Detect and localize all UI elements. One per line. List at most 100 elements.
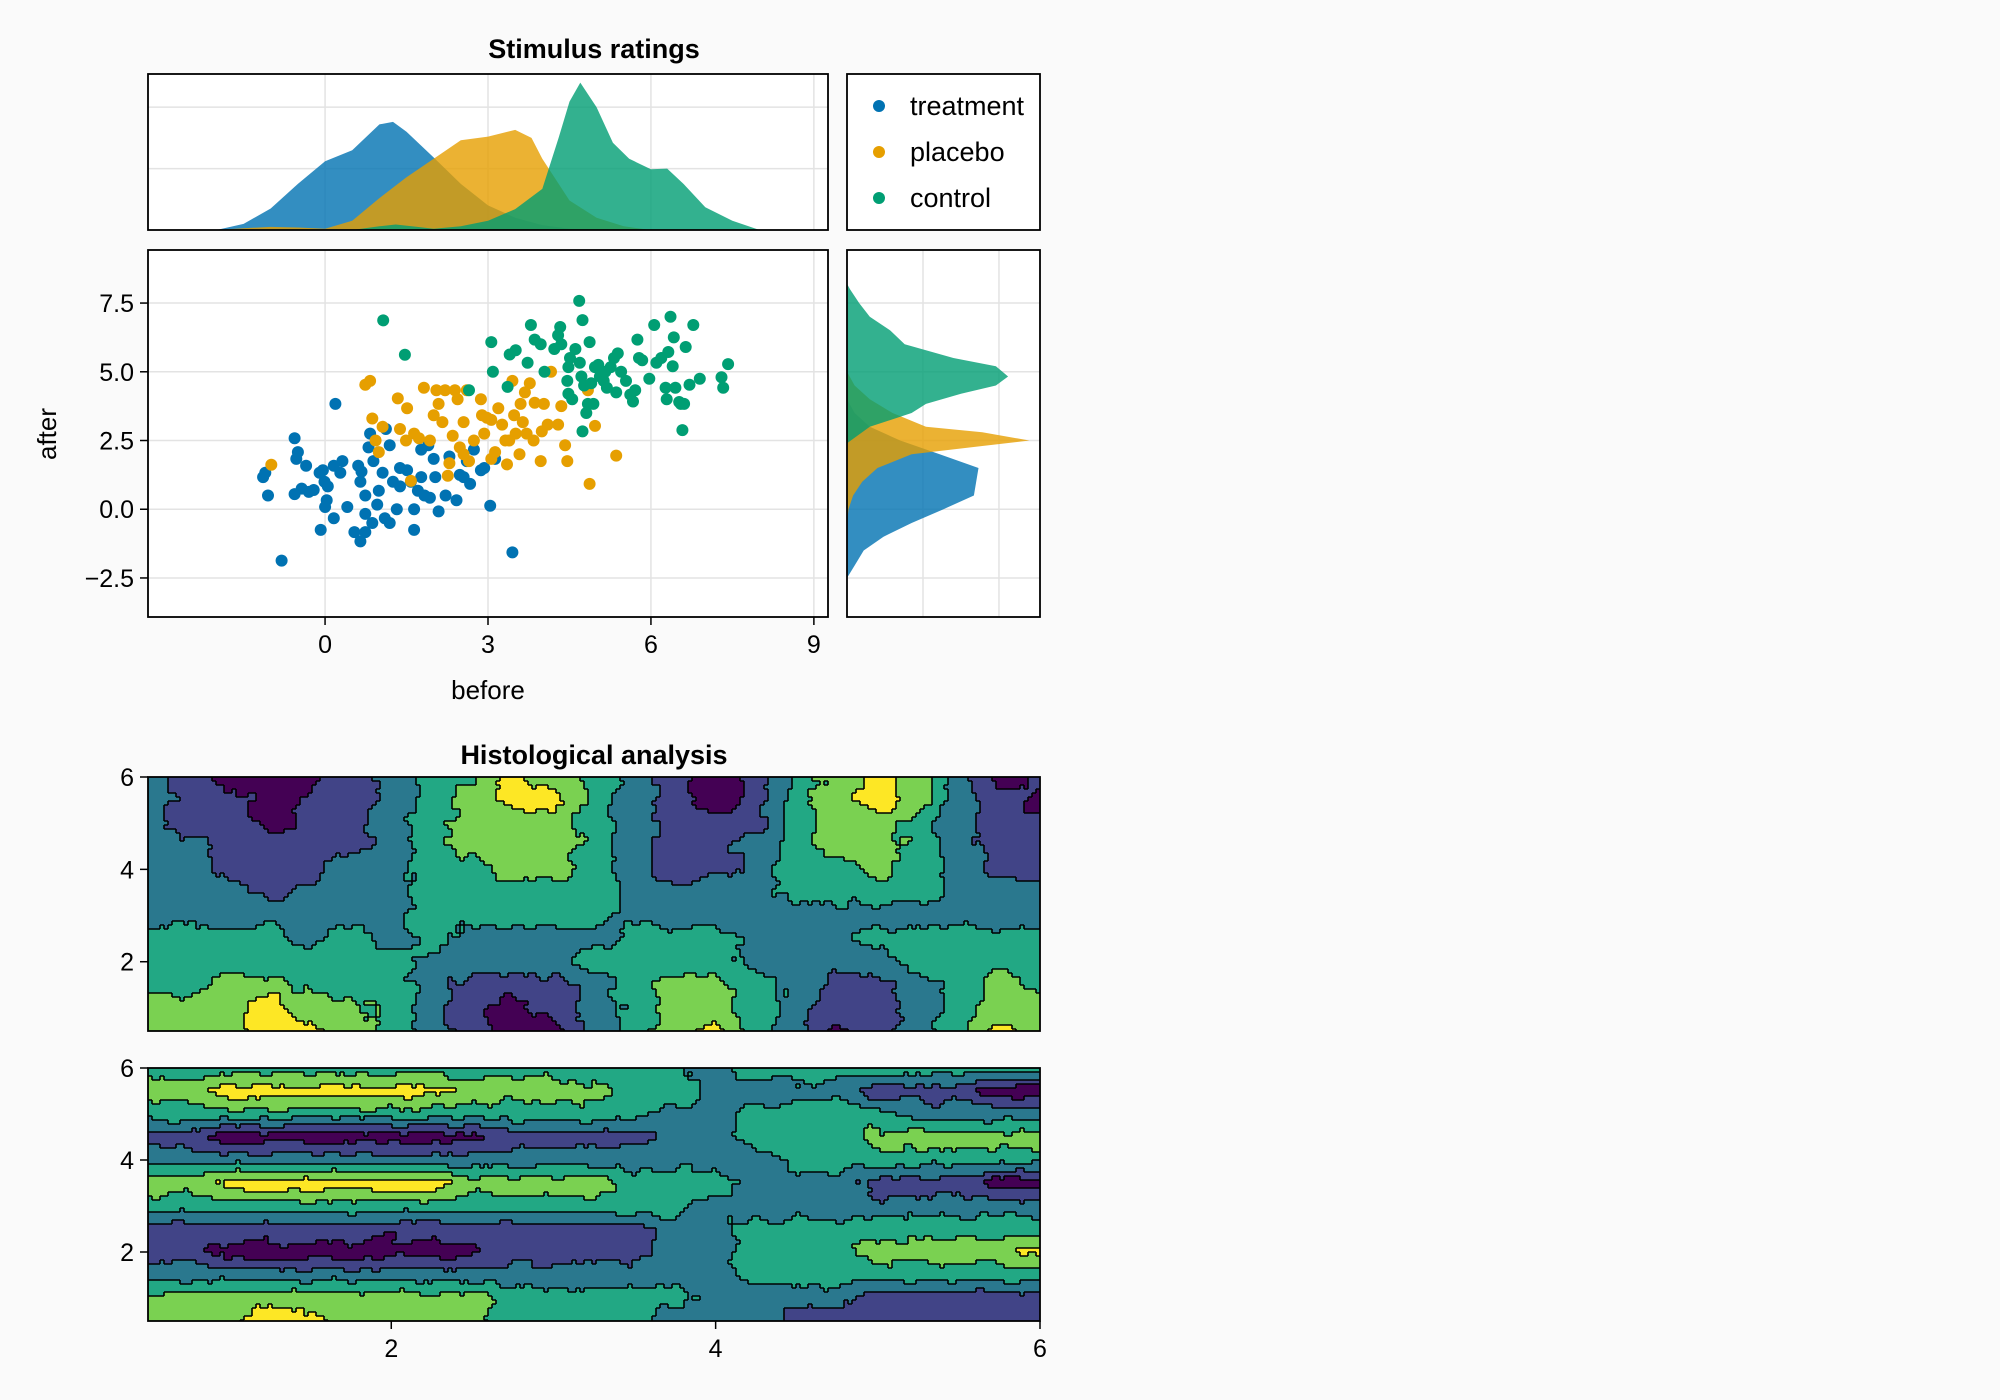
contour-level-4-region bbox=[908, 1240, 1041, 1245]
contour-level-2-region bbox=[656, 1232, 733, 1237]
scatter-point-placebo bbox=[432, 397, 445, 410]
contour-level-3-region bbox=[160, 925, 165, 930]
contour-level-2-region bbox=[932, 1160, 937, 1165]
contour-level-0-region bbox=[1012, 1096, 1025, 1101]
contour-level-0-region bbox=[256, 793, 309, 798]
contour-level-2-region bbox=[148, 905, 417, 910]
contour-level-2-region bbox=[720, 1172, 797, 1177]
contour-level-1-region bbox=[660, 833, 745, 838]
contour-level-5-region bbox=[248, 1005, 285, 1010]
contour-level-2-region bbox=[148, 849, 209, 854]
contour-level-2-region bbox=[892, 901, 921, 906]
contour-level-3-region bbox=[948, 1280, 957, 1285]
contour-level-3-region bbox=[160, 1100, 189, 1105]
contour-level-1-region bbox=[452, 1268, 457, 1273]
contour-level-2-region bbox=[620, 909, 1041, 914]
contour-level-3-region bbox=[896, 825, 933, 830]
contour-level-4-region bbox=[812, 837, 893, 842]
contour-level-1-region bbox=[444, 1017, 489, 1022]
contour-level-2-region bbox=[512, 1260, 533, 1265]
contour-level-2-region bbox=[552, 1264, 629, 1269]
contour-level-2-region bbox=[576, 1017, 621, 1022]
contour-level-0-region bbox=[248, 805, 297, 810]
contour-level-3-region bbox=[776, 877, 877, 882]
contour-level-2-region bbox=[1032, 1216, 1041, 1221]
contour-level-2-region bbox=[932, 821, 977, 826]
contour-level-1-region bbox=[260, 1132, 269, 1137]
contour-level-4-region bbox=[456, 789, 497, 794]
contour-level-1-region bbox=[744, 793, 769, 798]
scatter-point-control bbox=[648, 319, 661, 331]
contour-level-3-region bbox=[336, 1168, 625, 1173]
contour-level-3-region bbox=[184, 1188, 189, 1193]
contour-level-3-region bbox=[740, 1276, 1041, 1281]
contour-level-2-region bbox=[292, 889, 409, 894]
contour-level-0-region bbox=[1024, 809, 1041, 814]
scatter-point-placebo bbox=[552, 418, 565, 431]
contour-level-4-region bbox=[916, 1148, 929, 1153]
contour-level-3-region bbox=[732, 1232, 1041, 1237]
contour-level-4-region bbox=[292, 1308, 297, 1313]
contour-level-2-region bbox=[872, 973, 921, 978]
contour-level-3-region bbox=[408, 893, 621, 898]
contour-level-2-region bbox=[824, 901, 833, 906]
contour-level-3-region bbox=[148, 1284, 501, 1289]
contour-level-3-region bbox=[496, 1300, 685, 1305]
contour-level-1-region bbox=[660, 821, 769, 826]
contour-level-3-region bbox=[380, 1013, 417, 1018]
contour-level-3-region bbox=[312, 945, 377, 950]
contour-level-2-region bbox=[372, 933, 413, 938]
contour-level-2-region bbox=[776, 985, 825, 990]
contour-level-2-region bbox=[760, 813, 785, 818]
contour-level-3-region bbox=[784, 813, 817, 818]
contour-level-3-region bbox=[572, 861, 613, 866]
contour-level-3-region bbox=[168, 1120, 181, 1125]
contour-level-2-region bbox=[680, 1284, 793, 1289]
contour-level-1-region bbox=[468, 977, 541, 982]
contour-level-2-region bbox=[744, 861, 777, 866]
contour-level-2-region bbox=[224, 1276, 333, 1281]
contour-level-2-region bbox=[656, 1308, 785, 1313]
contour-level-2-region bbox=[464, 929, 621, 934]
contour-level-2-region bbox=[580, 997, 613, 1002]
contour-level-1-region bbox=[960, 1192, 1041, 1197]
contour-level-2-region bbox=[816, 1084, 873, 1089]
contour-level-3-region bbox=[908, 841, 941, 846]
contour-level-3-region bbox=[160, 1196, 213, 1201]
contour-level-3-region bbox=[1004, 1132, 1013, 1137]
contour-level-2-region bbox=[776, 993, 785, 998]
contour-level-3-region bbox=[912, 817, 937, 822]
contour-level-0-region bbox=[692, 777, 741, 782]
contour-level-4-region bbox=[660, 977, 721, 982]
contour-level-2-region bbox=[576, 1144, 585, 1149]
contour-level-2-region bbox=[740, 953, 889, 958]
contour-level-1-region bbox=[808, 1304, 813, 1309]
scatter-point-control bbox=[678, 397, 691, 410]
contour-level-2-region bbox=[988, 1212, 1005, 1217]
contour-level-2-region bbox=[612, 793, 661, 798]
contour-level-4-region bbox=[1012, 1132, 1041, 1137]
contour-level-2-region bbox=[764, 829, 785, 834]
scatter-point-treatment bbox=[320, 494, 333, 507]
contour-level-2-region bbox=[652, 1244, 737, 1249]
contour-level-2-region bbox=[452, 977, 469, 982]
contour-level-2-region bbox=[180, 1120, 513, 1125]
contour-level-2-region bbox=[920, 925, 929, 930]
contour-level-2-region bbox=[580, 993, 609, 998]
contour-level-4-region bbox=[448, 825, 573, 830]
contour-level-4-region bbox=[492, 865, 577, 870]
contour-level-2-region bbox=[148, 853, 209, 858]
contour-level-2-region bbox=[756, 969, 833, 974]
contour-level-0-region bbox=[224, 1256, 233, 1261]
contour-level-3-region bbox=[148, 1100, 153, 1105]
contour-level-5-region bbox=[268, 993, 281, 998]
contour-level-1-region bbox=[916, 1196, 921, 1201]
contour-level-2-region bbox=[596, 925, 625, 930]
contour-level-3-region bbox=[484, 1316, 653, 1321]
contour-level-3-region bbox=[772, 889, 945, 894]
contour-level-3-region bbox=[804, 1080, 825, 1085]
contour-level-1-region bbox=[1024, 1292, 1041, 1297]
contour-level-4-region bbox=[896, 805, 925, 810]
contour-level-3-region bbox=[1004, 1280, 1021, 1285]
contour-level-3-region bbox=[976, 1260, 997, 1265]
